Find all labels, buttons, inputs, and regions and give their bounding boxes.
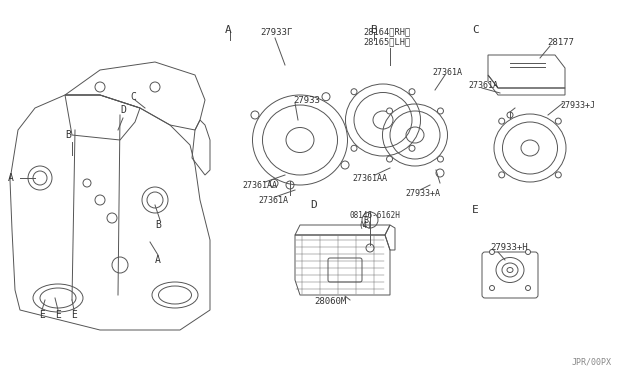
- Circle shape: [341, 161, 349, 169]
- Circle shape: [525, 250, 531, 254]
- Text: (4): (4): [358, 221, 372, 230]
- Text: C: C: [130, 92, 136, 102]
- Text: JPR/00PX: JPR/00PX: [572, 357, 612, 366]
- Circle shape: [556, 118, 561, 124]
- Text: D: D: [310, 200, 317, 210]
- Circle shape: [322, 93, 330, 101]
- Text: B: B: [65, 130, 71, 140]
- Text: 27361AA: 27361AA: [352, 173, 387, 183]
- Text: 27361A: 27361A: [432, 67, 462, 77]
- Circle shape: [409, 145, 415, 151]
- Text: 27361A: 27361A: [468, 80, 498, 90]
- Text: 28177: 28177: [547, 38, 574, 46]
- Circle shape: [499, 118, 505, 124]
- Text: 27933+A: 27933+A: [405, 189, 440, 198]
- Text: 27933Γ: 27933Γ: [260, 28, 292, 36]
- Text: D: D: [120, 105, 126, 115]
- Circle shape: [438, 108, 444, 114]
- Circle shape: [251, 111, 259, 119]
- Text: E: E: [39, 310, 45, 320]
- Text: B: B: [370, 25, 377, 35]
- Circle shape: [409, 89, 415, 95]
- Text: E: E: [472, 205, 479, 215]
- Text: A: A: [225, 25, 232, 35]
- Text: 27933: 27933: [293, 96, 320, 105]
- Circle shape: [438, 156, 444, 162]
- Text: 28164（RH）: 28164（RH）: [363, 28, 410, 36]
- Text: 08146-6162H: 08146-6162H: [350, 211, 401, 219]
- Text: 27361AA: 27361AA: [242, 180, 277, 189]
- Text: E: E: [55, 310, 61, 320]
- Text: 27933+J: 27933+J: [560, 100, 595, 109]
- Circle shape: [270, 179, 278, 187]
- Circle shape: [387, 108, 392, 114]
- Circle shape: [525, 285, 531, 291]
- Text: 27933+H: 27933+H: [490, 244, 527, 253]
- Circle shape: [351, 89, 357, 95]
- Text: 27361A: 27361A: [258, 196, 288, 205]
- Circle shape: [351, 145, 357, 151]
- Text: 28165（LH）: 28165（LH）: [363, 38, 410, 46]
- Circle shape: [387, 156, 392, 162]
- Text: 28060M: 28060M: [314, 298, 346, 307]
- Text: E: E: [71, 310, 77, 320]
- Text: B: B: [364, 215, 369, 224]
- Text: A: A: [8, 173, 14, 183]
- Text: C: C: [472, 25, 479, 35]
- Circle shape: [499, 172, 505, 178]
- Circle shape: [490, 250, 495, 254]
- Circle shape: [556, 172, 561, 178]
- Text: B: B: [155, 220, 161, 230]
- Text: A: A: [155, 255, 161, 265]
- Circle shape: [490, 285, 495, 291]
